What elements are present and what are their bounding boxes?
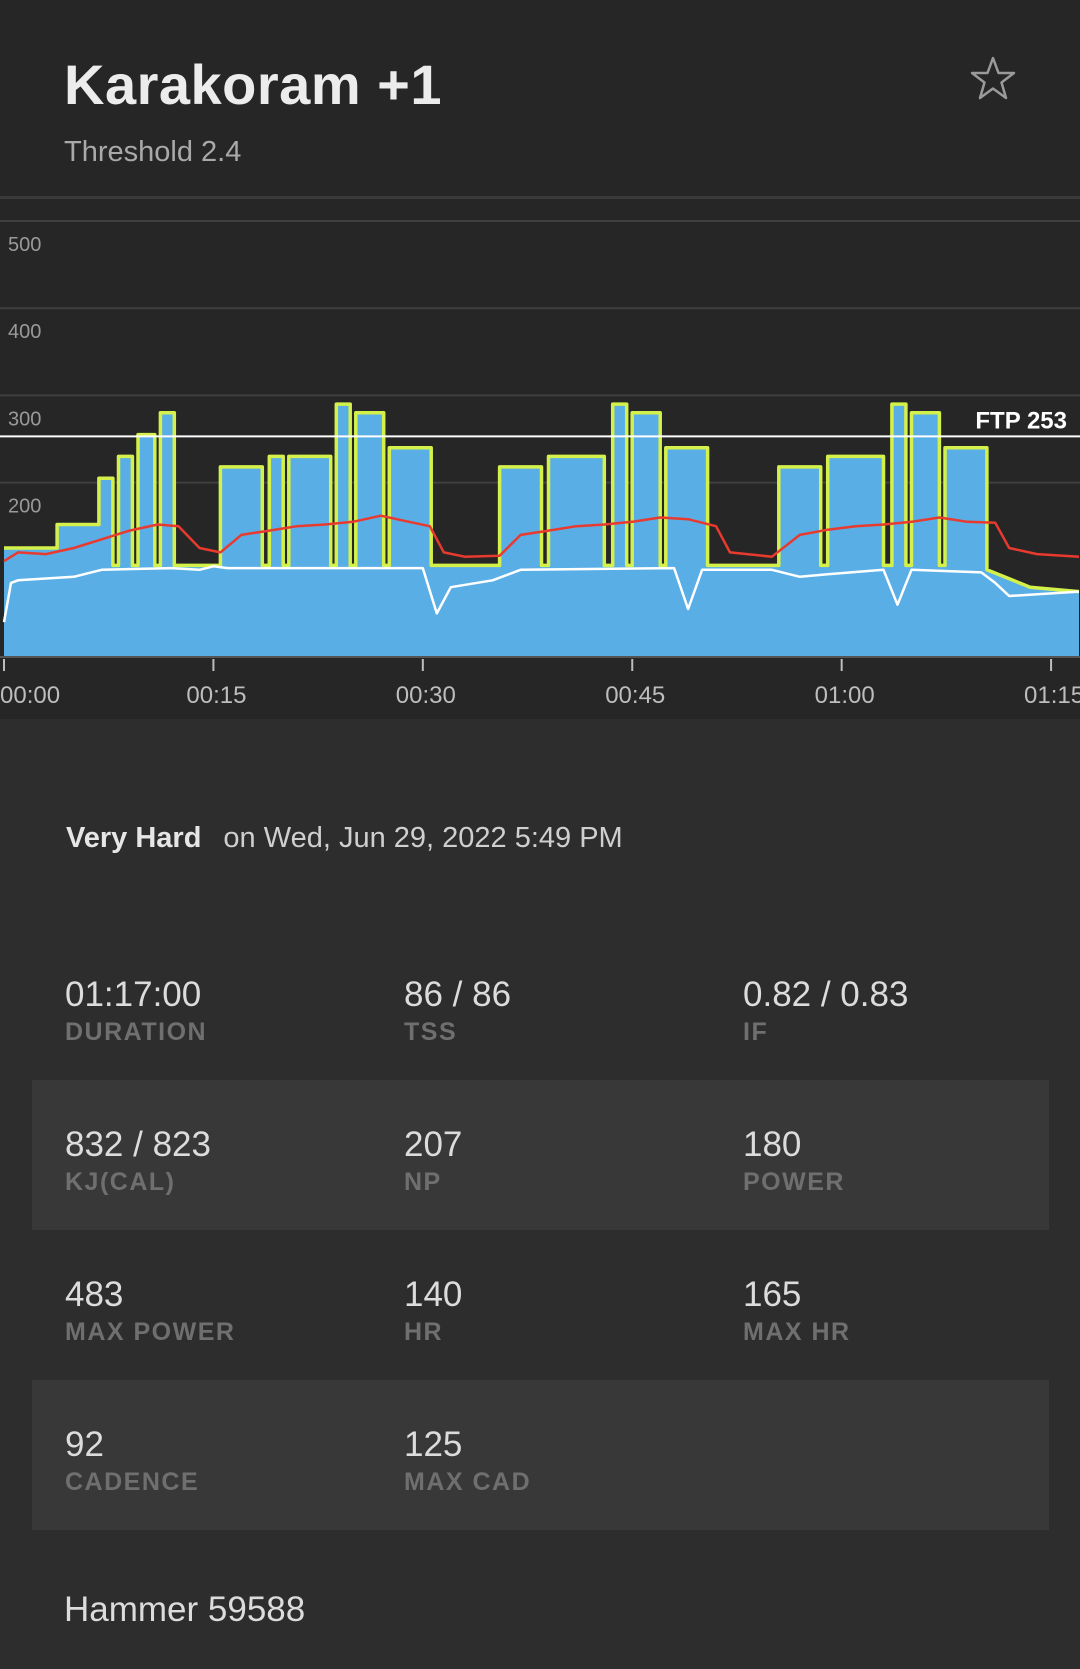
stat-value: 165 (743, 1275, 802, 1314)
workout-title: Karakoram +1 (64, 53, 443, 116)
stat-label: KJ(CAL) (65, 1168, 176, 1196)
y-tick-label: 400 (8, 321, 41, 343)
stat-kj: 832 / 823 KJ(CAL) (65, 1125, 211, 1197)
workout-summary: Very Hard on Wed, Jun 29, 2022 5:49 PM (66, 822, 623, 855)
stats-grid: 01:17:00 DURATION 86 / 86 TSS 0.82 / 0.83 I… (32, 930, 1049, 1530)
stat-label: IF (743, 1018, 769, 1046)
cadence-line (2, 565, 1080, 623)
difficulty-rating: Very Hard (66, 822, 202, 854)
power-chart: 500 400 300 200 FTP 253 00:00 00:15 00:30 00:45 0… (0, 199, 1080, 719)
stat-value: 86 / 86 (404, 975, 512, 1014)
stat-if: 0.82 / 0.83 IF (743, 975, 908, 1047)
y-tick-label: 300 (8, 408, 41, 430)
star-icon[interactable] (968, 54, 1018, 104)
stat-value: 92 (65, 1425, 104, 1464)
workout-subtitle: Threshold 2.4 (64, 136, 242, 168)
stat-label: CADENCE (65, 1468, 200, 1496)
stat-power: 180 POWER (743, 1125, 845, 1197)
stat-value: 0.82 / 0.83 (743, 975, 909, 1014)
ftp-label: FTP 253 (975, 407, 1067, 434)
stats-row: 92 CADENCE 125 MAX CAD (32, 1380, 1049, 1530)
stat-label: TSS (404, 1018, 458, 1046)
stat-value: 01:17:00 (65, 975, 202, 1014)
x-tick-label: 00:15 (186, 682, 246, 709)
stat-label: POWER (743, 1168, 845, 1196)
stat-value: 483 (65, 1275, 124, 1314)
stat-value: 140 (404, 1275, 463, 1314)
stat-hr: 140 HR (404, 1275, 462, 1347)
workout-date: on Wed, Jun 29, 2022 5:49 PM (223, 822, 623, 854)
stats-row: 483 MAX POWER 140 HR 165 MAX HR (32, 1230, 1049, 1380)
stat-value: 207 (404, 1125, 463, 1164)
stat-max-power: 483 MAX POWER (65, 1275, 235, 1347)
heart-rate-line (3, 514, 1080, 563)
x-tick-label: 00:00 (0, 682, 60, 709)
stat-np: 207 NP (404, 1125, 462, 1197)
stats-row: 01:17:00 DURATION 86 / 86 TSS 0.82 / 0.83 I… (32, 930, 1049, 1080)
stat-tss: 86 / 86 TSS (404, 975, 511, 1047)
stat-label: NP (404, 1168, 442, 1196)
target-power-line (4, 402, 1080, 594)
device-name: Hammer 59588 (64, 1590, 306, 1629)
x-tick-label: 01:00 (815, 682, 875, 709)
stat-value: 832 / 823 (65, 1125, 211, 1164)
workout-header: Karakoram +1 Threshold 2.4 (0, 0, 1080, 199)
y-tick-label: 500 (8, 234, 41, 256)
stat-value: 180 (743, 1125, 802, 1164)
stat-label: DURATION (65, 1018, 208, 1046)
stat-label: MAX POWER (65, 1318, 236, 1346)
stat-label: MAX HR (743, 1318, 851, 1346)
power-chart-svg: 500 400 300 200 FTP 253 00:00 00:15 00:30 00:45 0… (0, 220, 1080, 709)
stat-cadence: 92 CADENCE (65, 1425, 199, 1497)
stat-value: 125 (404, 1425, 463, 1464)
x-tick-label: 00:30 (396, 682, 456, 709)
stat-label: MAX CAD (404, 1468, 532, 1496)
stat-max-cad: 125 MAX CAD (404, 1425, 531, 1497)
x-tick-label: 01:15 (1024, 682, 1080, 709)
x-tick-label: 00:45 (605, 682, 665, 709)
stat-max-hr: 165 MAX HR (743, 1275, 851, 1347)
stat-label: HR (404, 1318, 444, 1346)
stats-row: 832 / 823 KJ(CAL) 207 NP 180 POWER (32, 1080, 1049, 1230)
stat-duration: 01:17:00 DURATION (65, 975, 207, 1047)
y-tick-label: 200 (8, 496, 41, 518)
